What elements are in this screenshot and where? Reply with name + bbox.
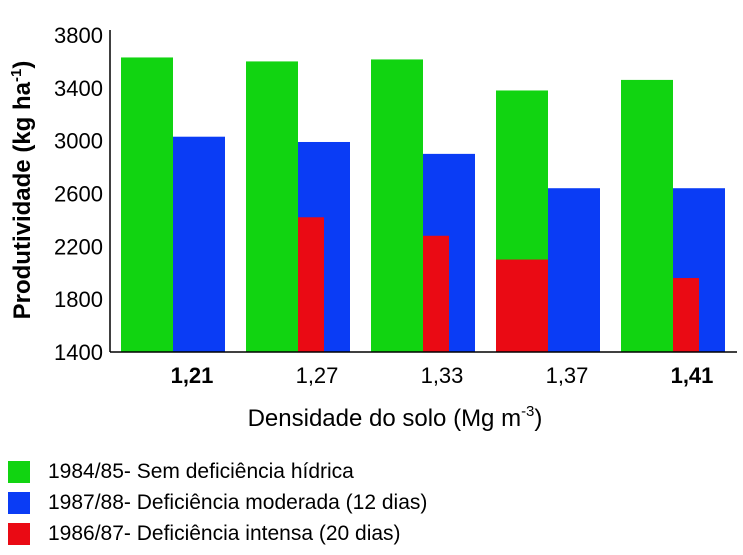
legend-item: 1984/85- Sem deficiência hídrica bbox=[8, 456, 427, 487]
x-axis-title: Densidade do solo (Mg m-3) bbox=[248, 403, 543, 432]
legend-item: 1986/87- Deficiência intensa (20 dias) bbox=[8, 518, 427, 549]
x-category-label: 1,33 bbox=[421, 363, 464, 388]
y-tick-label: 2200 bbox=[54, 234, 103, 259]
x-category-label: 1,21 bbox=[171, 363, 214, 388]
y-tick-label: 3000 bbox=[54, 129, 103, 154]
y-axis-title-sup: -1 bbox=[8, 69, 25, 82]
bar-series-3-1-33 bbox=[423, 235, 449, 352]
legend-label: 1984/85- Sem deficiência hídrica bbox=[48, 459, 354, 483]
y-axis-title-close: ) bbox=[9, 61, 36, 69]
x-axis-title-main: Densidade do solo (Mg m bbox=[248, 405, 521, 432]
y-axis-title-main: Produtividade (kg ha bbox=[9, 81, 36, 319]
y-tick-label: 3400 bbox=[54, 76, 103, 101]
bar-series-1-1-33 bbox=[371, 59, 423, 352]
x-category-label: 1,41 bbox=[671, 363, 714, 388]
bar-series-3-1-41 bbox=[673, 278, 699, 352]
legend-label: 1987/88- Deficiência moderada (12 dias) bbox=[48, 490, 428, 514]
bar-series-1-1-41 bbox=[621, 79, 673, 353]
y-tick-label: 2600 bbox=[54, 182, 103, 207]
y-tick-label: 3800 bbox=[54, 23, 103, 48]
y-tick-label: 1800 bbox=[54, 287, 103, 312]
x-axis-categories: 1,21 1,27 1,33 1,37 1,41 bbox=[171, 363, 714, 388]
x-axis-title-sup: -3 bbox=[521, 403, 534, 420]
legend-swatch bbox=[8, 460, 30, 483]
legend-swatch bbox=[8, 491, 30, 514]
bar-series-2-1-21 bbox=[173, 136, 225, 352]
bars-group bbox=[121, 57, 725, 353]
bar-series-1-1-21 bbox=[121, 57, 173, 353]
y-axis-title: Produtividade (kg ha-1) bbox=[8, 61, 36, 320]
legend: 1984/85- Sem deficiência hídrica 1987/88-… bbox=[8, 456, 427, 549]
x-axis-title-close: ) bbox=[534, 405, 542, 432]
bar-series-3-1-27 bbox=[298, 217, 324, 352]
bar-series-2-1-37 bbox=[548, 188, 600, 352]
y-tick-label: 1400 bbox=[54, 340, 103, 365]
bar-series-1-1-27 bbox=[246, 61, 298, 353]
legend-label: 1986/87- Deficiência intensa (20 dias) bbox=[48, 521, 401, 545]
bar-chart: 1400 1800 2200 2600 3000 3400 3800 1,21 1,27 1,3… bbox=[8, 23, 737, 432]
x-category-label: 1,27 bbox=[296, 363, 339, 388]
legend-swatch bbox=[8, 522, 30, 545]
y-axis-ticks: 1400 1800 2200 2600 3000 3400 3800 bbox=[54, 23, 103, 365]
legend-item: 1987/88- Deficiência moderada (12 dias) bbox=[8, 487, 427, 518]
bar-series-3-1-37 bbox=[496, 259, 548, 352]
x-category-label: 1,37 bbox=[546, 363, 589, 388]
